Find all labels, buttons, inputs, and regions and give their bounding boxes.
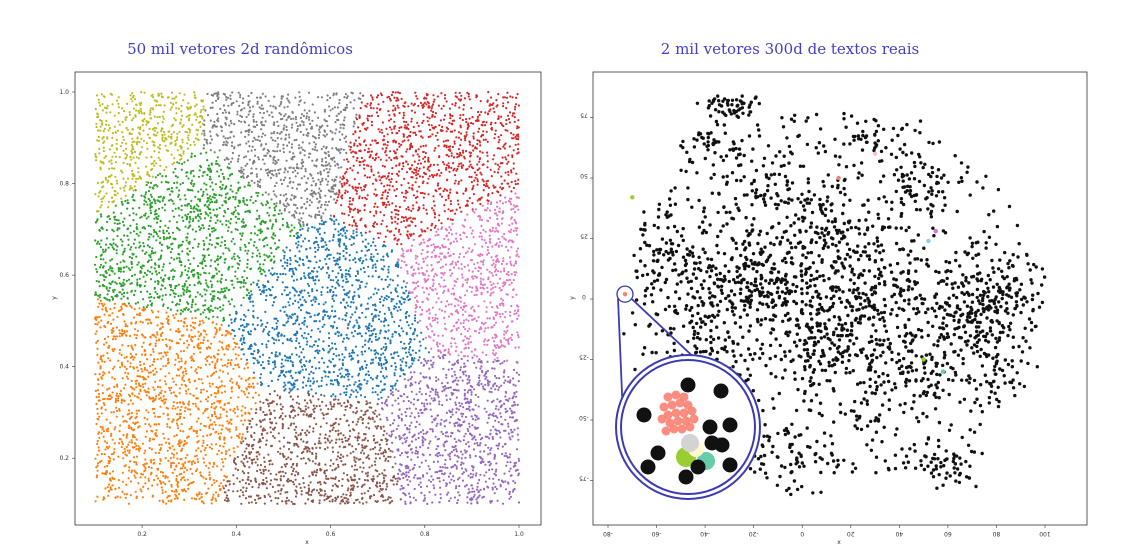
y-tick-label: -75 — [579, 475, 589, 482]
zoomed-highlight-point — [689, 414, 699, 424]
cluster-points — [332, 91, 521, 246]
zoomed-highlight-point — [669, 424, 679, 434]
cluster-points — [397, 192, 521, 364]
zoomed-highlight-point — [675, 398, 685, 408]
x-tick-label: 0.4 — [232, 531, 242, 538]
x-tick-label: 80 — [992, 530, 1000, 537]
highlight-point — [872, 151, 878, 156]
zoomed-point — [714, 437, 730, 453]
zoomed-point — [636, 407, 652, 423]
zoomed-point — [680, 377, 696, 393]
x-tick-label: 0.2 — [137, 531, 147, 538]
y-tick-label: 0.6 — [59, 272, 69, 279]
cluster-points — [227, 217, 431, 401]
y-tick-label: 0.2 — [59, 455, 69, 462]
highlight-point — [630, 195, 635, 200]
left-chart-title: 50 mil vetores 2d randômicos — [127, 40, 353, 58]
zoomed-point — [640, 459, 656, 475]
y-tick-label: 0 — [582, 293, 586, 300]
zoomed-point — [722, 457, 738, 473]
y-tick-label: -50 — [579, 414, 589, 421]
y-tick-label: 0.4 — [59, 364, 69, 371]
x-tick-label: 100 — [1039, 530, 1051, 537]
y-tick-label: 25 — [580, 233, 588, 240]
cluster-points — [93, 147, 302, 322]
right-x-axis-label: x — [837, 539, 841, 546]
zoomed-highlight-point — [671, 390, 681, 400]
zoomed-highlight-point — [687, 406, 697, 416]
right-x-ticks: -80 -60 -40 -20 0 20 40 60 80 100 — [603, 525, 1051, 537]
zoomed-highlight-point — [671, 408, 681, 418]
right-y-ticks: 75 50 25 0 -25 -50 -75 — [579, 112, 593, 482]
left-x-axis-label: x — [305, 539, 309, 546]
zoomed-highlight-point — [685, 422, 695, 432]
zoomed-highlight-point — [659, 402, 669, 412]
x-tick-label: -60 — [651, 530, 661, 537]
cluster-points — [380, 353, 521, 505]
y-tick-label: 0.8 — [59, 181, 69, 188]
x-tick-label: 0 — [800, 530, 804, 537]
left-x-ticks: 0.2 0.4 0.6 0.8 1.0 — [137, 525, 524, 538]
right-y-axis-label: y — [569, 296, 576, 300]
zoomed-highlight-point — [663, 392, 673, 402]
x-tick-label: 40 — [895, 530, 903, 537]
highlight-point — [933, 229, 938, 234]
y-tick-label: 50 — [580, 172, 588, 179]
zoomed-point — [650, 445, 666, 461]
x-tick-label: -20 — [749, 530, 759, 537]
zoomed-highlight-point — [679, 408, 689, 418]
x-tick-label: 0.8 — [420, 531, 430, 538]
cluster-points — [94, 91, 205, 213]
x-tick-label: 60 — [944, 530, 952, 537]
highlight-point — [921, 357, 926, 362]
zoomed-highlight-point — [673, 416, 683, 426]
zoomed-point — [713, 383, 729, 399]
zoomed-highlight-point — [681, 434, 699, 452]
highlight-point — [836, 175, 841, 181]
cluster-points — [202, 91, 362, 227]
highlight-point — [622, 291, 628, 297]
cluster-points — [94, 298, 261, 505]
x-tick-label: -80 — [603, 530, 613, 537]
zoomed-point — [702, 419, 718, 435]
x-tick-label: 20 — [847, 530, 855, 537]
y-tick-label: 75 — [580, 112, 588, 119]
highlight-point — [940, 369, 946, 374]
right-chart: 2 mil vetores 300d de textos reais -80 -6… — [569, 40, 1088, 546]
zoomed-highlight-point — [677, 424, 687, 434]
zoomed-highlight-point — [667, 400, 677, 410]
y-tick-label: 1.0 — [59, 89, 69, 96]
left-y-axis-label: y — [51, 296, 58, 300]
x-tick-label: -40 — [700, 530, 710, 537]
zoomed-point — [678, 469, 694, 485]
left-chart: 50 mil vetores 2d randômicos 0.2 0.4 0.6 0.… — [51, 40, 542, 546]
zoomed-point — [690, 459, 706, 475]
zoomed-point — [722, 417, 738, 433]
left-scatter-points — [93, 91, 521, 506]
left-y-ticks: 0.2 0.4 0.6 0.8 1.0 — [59, 89, 75, 462]
zoomed-highlight-point — [661, 426, 671, 436]
zoomed-highlight-point — [657, 414, 667, 424]
zoom-source-circle — [616, 285, 634, 303]
cluster-points — [222, 390, 402, 506]
zoom-inset — [615, 285, 761, 500]
highlight-point — [926, 238, 931, 244]
y-tick-label: -25 — [579, 354, 589, 361]
x-tick-label: 1.0 — [514, 531, 524, 538]
right-chart-title: 2 mil vetores 300d de textos reais — [661, 40, 919, 58]
x-tick-label: 0.6 — [326, 531, 336, 538]
